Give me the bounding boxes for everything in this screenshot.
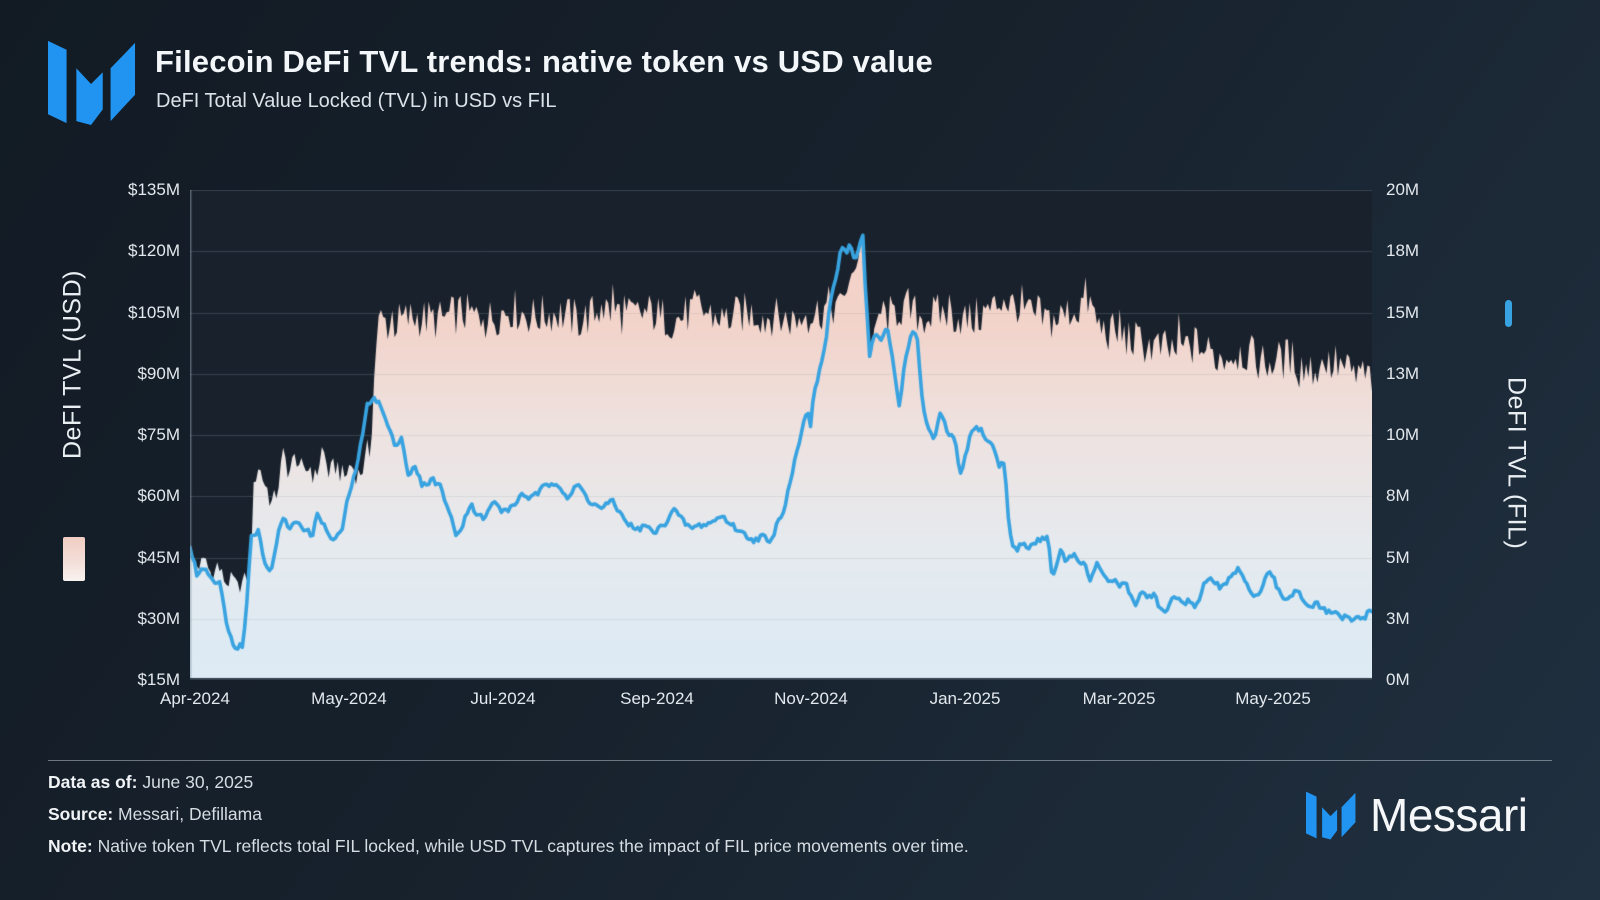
page-title: Filecoin DeFi TVL trends: native token v…	[155, 44, 933, 79]
x-tick-label: Nov-2024	[774, 689, 848, 708]
y-left-tick-label: $90M	[137, 363, 180, 383]
messari-logo-icon	[48, 40, 136, 126]
y-right-tick-label: 15M	[1386, 302, 1420, 322]
footer-divider	[48, 760, 1552, 761]
y-right-tick-label: 3M	[1386, 608, 1410, 628]
right-axis-title: DeFI TVL (FIL)	[1502, 376, 1531, 550]
y-left-tick-label: $60M	[137, 486, 180, 506]
y-right-tick-label: 5M	[1386, 547, 1410, 567]
x-tick-label: Jul-2024	[470, 689, 536, 708]
y-right-tick-label: 10M	[1386, 425, 1420, 444]
messari-brand-icon	[1306, 791, 1356, 840]
x-tick-label: Sep-2024	[620, 689, 694, 708]
fil-line-legend-dash	[1505, 300, 1512, 327]
y-right-tick-label: 0M	[1386, 670, 1410, 689]
y-left-tick-label: $105M	[128, 302, 180, 322]
y-left-tick-label: $45M	[137, 547, 180, 567]
y-right-tick-label: 13M	[1386, 363, 1420, 383]
source-label: Source:	[48, 804, 114, 824]
x-tick-label: Jan-2025	[929, 689, 1001, 708]
brand-lockup: Messari	[1306, 788, 1528, 842]
x-tick-label: Apr-2024	[159, 689, 230, 708]
y-right-tick-label: 18M	[1386, 241, 1420, 261]
y-left-tick-label: $15M	[137, 670, 180, 689]
y-left-tick-label: $135M	[128, 180, 180, 199]
usd-area-legend-swatch	[63, 537, 85, 581]
tvl-chart-canvas	[190, 190, 1372, 680]
y-left-tick-label: $30M	[137, 608, 180, 628]
x-tick-label: Mar-2025	[1082, 689, 1156, 708]
x-tick-label: May-2024	[311, 689, 387, 708]
brand-name: Messari	[1370, 789, 1528, 841]
data-as-of-label: Data as of:	[48, 772, 138, 792]
source-line: Source: Messari, Defillama	[48, 804, 262, 825]
note-line: Note: Native token TVL reflects total FI…	[48, 836, 969, 857]
note-value: Native token TVL reflects total FIL lock…	[92, 836, 969, 856]
data-as-of-value: June 30, 2025	[137, 772, 254, 792]
y-left-tick-label: $120M	[128, 241, 180, 261]
note-label: Note:	[48, 836, 93, 856]
page-subtitle: DeFI Total Value Locked (TVL) in USD vs …	[156, 90, 557, 112]
data-as-of-line: Data as of: June 30, 2025	[48, 772, 253, 793]
source-value: Messari, Defillama	[113, 804, 262, 824]
y-right-tick-label: 8M	[1386, 486, 1410, 506]
x-tick-label: May-2025	[1235, 689, 1311, 708]
y-left-tick-label: $75M	[137, 425, 180, 444]
y-right-tick-label: 20M	[1386, 180, 1420, 199]
